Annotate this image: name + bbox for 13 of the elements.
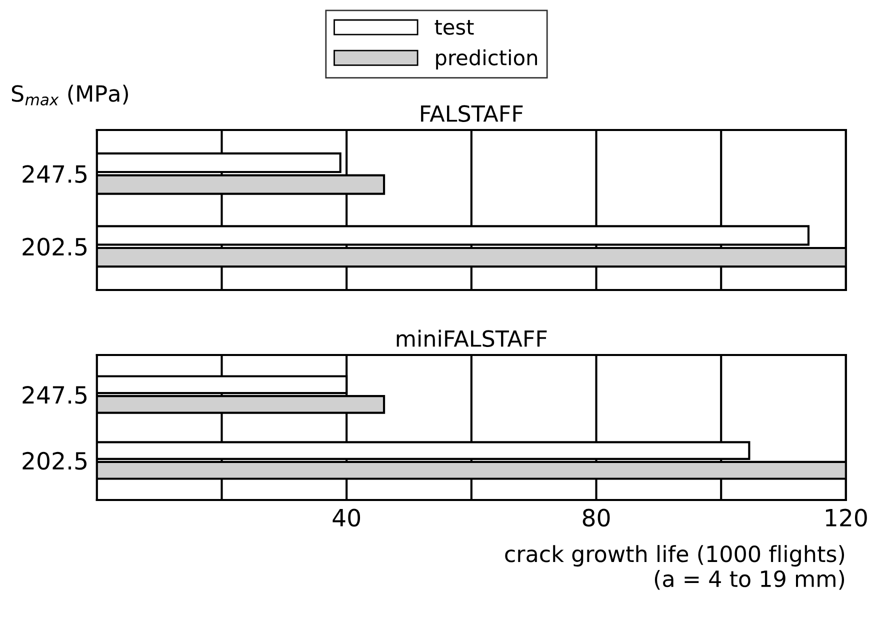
chart-title: FALSTAFF bbox=[421, 105, 523, 122]
x-tick-label: 40 bbox=[332, 508, 360, 527]
y-tick-label: 202.5 bbox=[22, 238, 87, 256]
y-tick-label: 247.5 bbox=[22, 165, 87, 183]
legend-label: prediction bbox=[436, 49, 537, 70]
y-tick-label: 247.5 bbox=[22, 386, 87, 404]
legend-label: test bbox=[434, 20, 474, 35]
x-tick-label: 80 bbox=[582, 508, 610, 527]
x-tick-label: 120 bbox=[826, 508, 867, 527]
y-tick-label: 202.5 bbox=[22, 452, 87, 470]
x-axis-title: crack growth life (1000 flights) (a = 4 to 19 mm) bbox=[505, 545, 844, 590]
y-axis-title: S$_{max}$ (MPa) bbox=[12, 84, 128, 106]
chart-title: miniFALSTAFF bbox=[396, 330, 547, 347]
